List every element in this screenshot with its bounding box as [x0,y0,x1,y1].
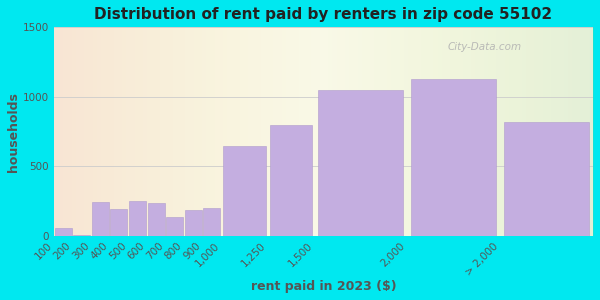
Bar [129,200,146,236]
Text: City-Data.com: City-Data.com [448,42,521,52]
Bar [73,235,90,236]
Y-axis label: households: households [7,92,20,172]
X-axis label: rent paid in 2023 ($): rent paid in 2023 ($) [251,280,396,293]
Bar [223,146,266,236]
Title: Distribution of rent paid by renters in zip code 55102: Distribution of rent paid by renters in … [94,7,553,22]
Bar [203,208,220,236]
Bar [504,122,589,236]
Bar [185,210,202,236]
Bar [55,228,71,236]
Bar [110,209,127,236]
Bar [148,203,164,236]
Bar [166,217,183,236]
Bar [92,202,109,236]
Bar [318,90,403,236]
Bar [269,125,312,236]
Bar [411,79,496,236]
